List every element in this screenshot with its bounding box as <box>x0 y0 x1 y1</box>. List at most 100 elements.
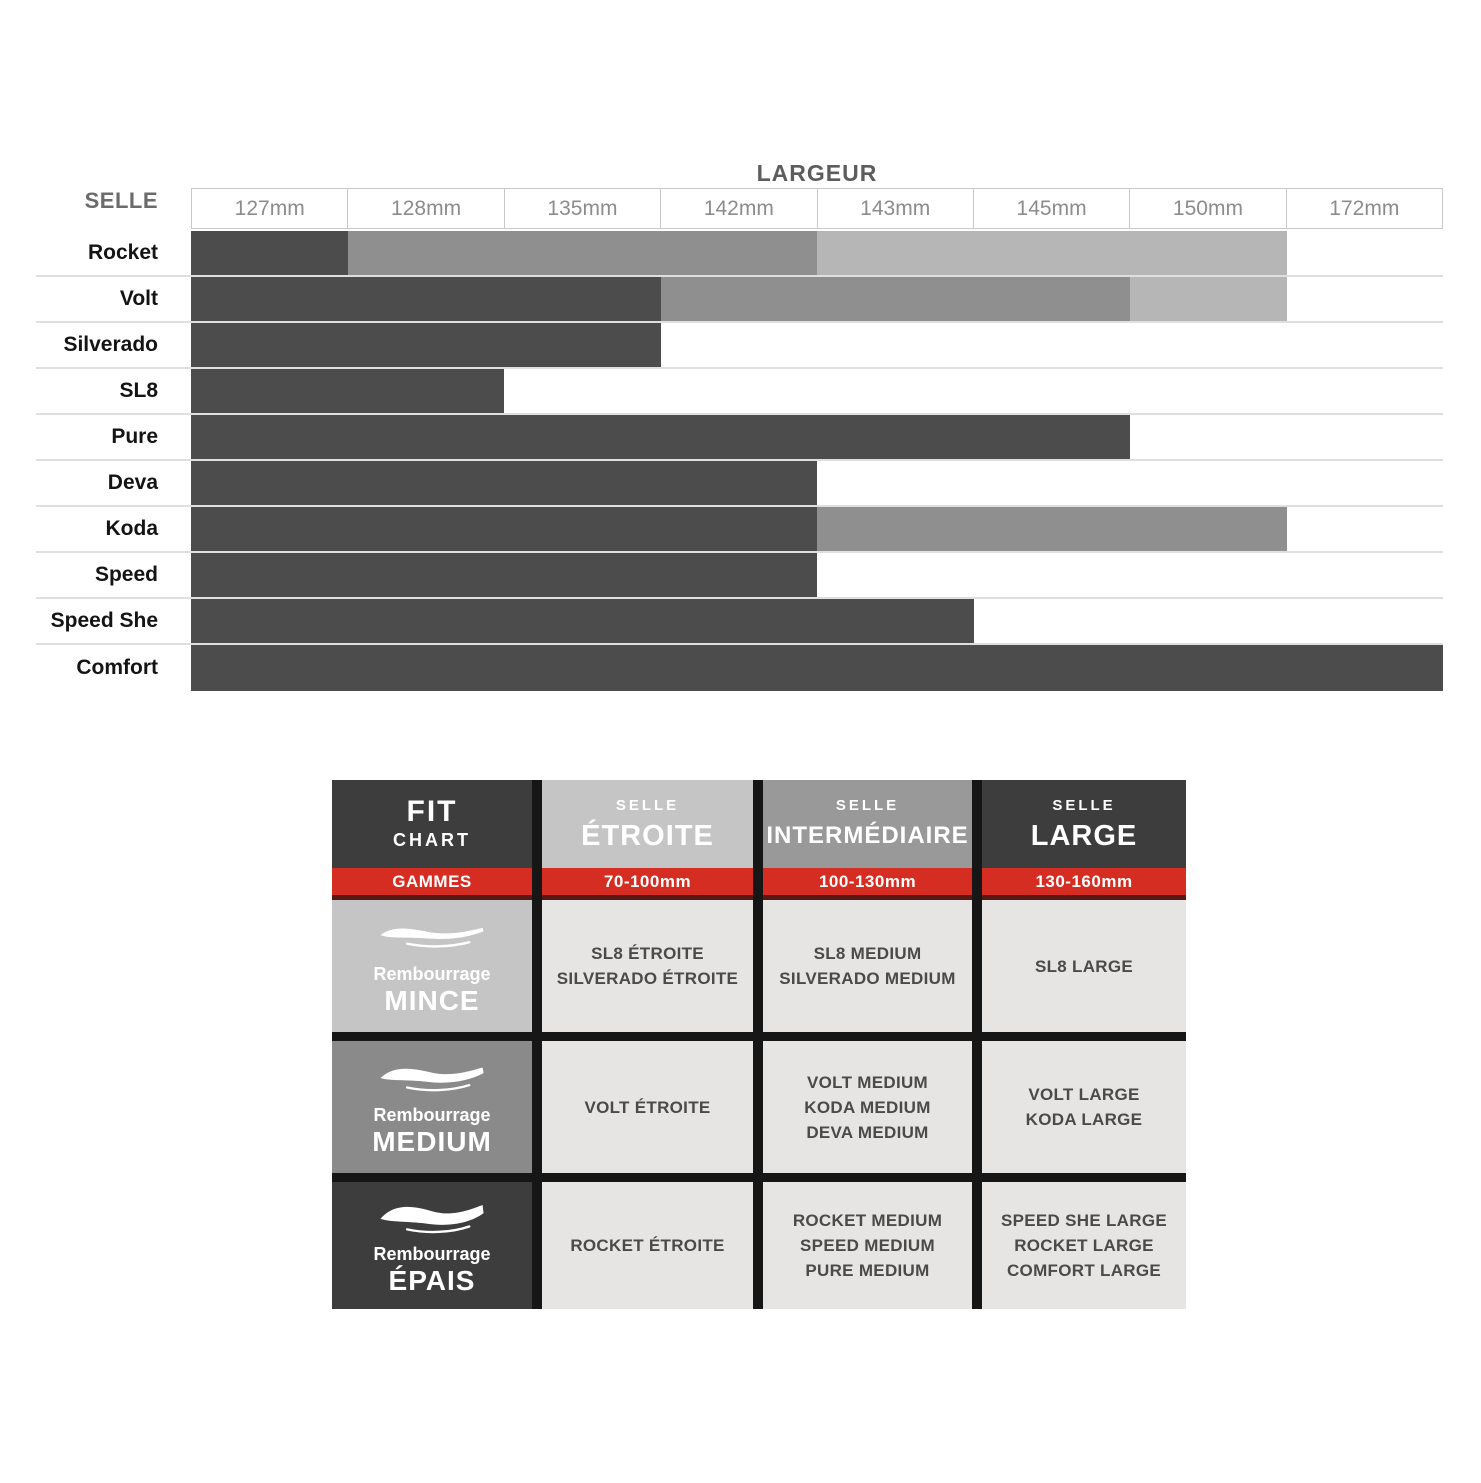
range-large: 130-160mm <box>982 868 1186 900</box>
col-kicker: SELLE <box>615 797 680 814</box>
chart-row: Pure <box>36 415 1443 461</box>
cell-line: KODA LARGE <box>1025 1110 1143 1129</box>
row-axis-header: SELLE <box>84 188 158 213</box>
row-label: Speed <box>94 563 158 586</box>
fit-title-cell: FIT CHART <box>332 780 532 868</box>
row-label: Comfort <box>76 656 158 679</box>
fit-row-medium: Rembourrage MEDIUM VOLT ÉTROITE VOLT MED… <box>332 1041 1186 1173</box>
row-label: Pure <box>111 425 158 448</box>
row-kicker: Rembourrage <box>373 1243 491 1264</box>
cell-mince-etroite: SL8 ÉTROITE SILVERADO ÉTROITE <box>542 900 753 1032</box>
cell-line: VOLT LARGE <box>1028 1085 1140 1104</box>
bar-segment <box>191 507 817 551</box>
column-header: 143mm <box>816 188 974 229</box>
row-label: Silverado <box>63 333 158 356</box>
col-kicker: SELLE <box>1052 797 1116 814</box>
row-label: Volt <box>119 287 158 310</box>
range-etroite: 70-100mm <box>542 868 753 900</box>
bar-segment <box>660 277 1130 321</box>
bar-segment <box>191 461 817 505</box>
row-name: ÉPAIS <box>388 1264 476 1296</box>
row-name: MEDIUM <box>372 1126 492 1157</box>
fit-title-line2: CHART <box>393 830 471 850</box>
chart-row: Rocket <box>36 231 1443 277</box>
row-header-epais: Rembourrage ÉPAIS <box>332 1182 532 1309</box>
cell-line: ROCKET MEDIUM <box>792 1211 943 1230</box>
chart-row: Volt <box>36 277 1443 323</box>
cell-epais-etroite: ROCKET ÉTROITE <box>542 1182 753 1309</box>
col-name: LARGE <box>1030 820 1138 852</box>
bar-segment <box>191 553 817 597</box>
col-header-etroite: SELLE ÉTROITE <box>542 780 753 868</box>
column-headers: 127mm 128mm 135mm 142mm 143mm 145mm 150mm 172mm <box>191 188 1443 229</box>
bar-segment <box>191 599 974 643</box>
row-header-mince: Rembourrage MINCE <box>332 900 532 1032</box>
chart-row: Silverado <box>36 323 1443 369</box>
column-header: 128mm <box>347 188 505 229</box>
bar-segment <box>191 277 661 321</box>
bar-segment <box>191 323 661 367</box>
row-label: Speed She <box>50 609 158 632</box>
col-kicker: SELLE <box>835 797 900 814</box>
cell-line: SILVERADO MEDIUM <box>779 969 956 988</box>
column-header: 127mm <box>191 188 349 229</box>
fit-chart-table: FIT CHART SELLE ÉTROITE SELLE INTERMÉDIA… <box>332 780 1186 1309</box>
cell-medium-intermediaire: VOLT MEDIUM KODA MEDIUM DEVA MEDIUM <box>763 1041 972 1173</box>
row-bars <box>191 507 1443 551</box>
cell-line: VOLT ÉTROITE <box>584 1097 711 1117</box>
row-bars <box>191 277 1443 321</box>
row-bars <box>191 415 1443 459</box>
fit-row-mince: Rembourrage MINCE SL8 ÉTROITE SILVERADO É… <box>332 900 1186 1032</box>
chart-body: Rocket Volt Silverado SL8 Pure Deva Koda… <box>36 231 1443 691</box>
bar-segment <box>817 231 1287 275</box>
cell-line: DEVA MEDIUM <box>806 1122 929 1142</box>
cell-line: ROCKET ÉTROITE <box>570 1236 725 1255</box>
row-label: Koda <box>105 517 159 540</box>
cell-mince-intermediaire: SL8 MEDIUM SILVERADO MEDIUM <box>763 900 972 1032</box>
chart-row: Deva <box>36 461 1443 507</box>
row-bars <box>191 599 1443 643</box>
saddle-thick-icon <box>380 1204 484 1233</box>
row-label: Rocket <box>87 241 158 264</box>
row-name: MINCE <box>384 985 480 1016</box>
row-kicker: Rembourrage <box>373 1105 491 1125</box>
row-bars <box>191 323 1443 367</box>
cell-mince-large: SL8 LARGE <box>982 900 1186 1032</box>
bar-segment <box>1130 277 1287 321</box>
cell-line: SILVERADO ÉTROITE <box>556 969 739 988</box>
cell-epais-intermediaire: ROCKET MEDIUM SPEED MEDIUM PURE MEDIUM <box>763 1182 972 1309</box>
chart-row: Koda <box>36 507 1443 553</box>
row-bars <box>191 231 1443 275</box>
range-intermediaire: 100-130mm <box>763 868 972 900</box>
bar-segment <box>191 415 1130 459</box>
cell-line: PURE MEDIUM <box>805 1261 930 1280</box>
saddle-medium-icon <box>380 1067 484 1092</box>
bar-segment <box>817 507 1287 551</box>
chart-title-row: LARGEUR <box>36 160 1443 188</box>
cell-line: COMFORT LARGE <box>1006 1261 1162 1280</box>
col-name: INTERMÉDIAIRE <box>766 822 969 849</box>
col-header-intermediaire: SELLE INTERMÉDIAIRE <box>763 780 972 868</box>
col-header-large: SELLE LARGE <box>982 780 1186 868</box>
row-label: SL8 <box>119 379 158 402</box>
cell-line: SPEED SHE LARGE <box>1000 1211 1168 1230</box>
cell-line: ROCKET LARGE <box>1014 1236 1154 1255</box>
chart-row: Speed She <box>36 599 1443 645</box>
row-bars <box>191 461 1443 505</box>
bar-segment <box>347 231 817 275</box>
bar-segment <box>191 645 1443 691</box>
fit-row-epais: Rembourrage ÉPAIS ROCKET ÉTROITE ROCKET … <box>332 1182 1186 1309</box>
chart-row: Speed <box>36 553 1443 599</box>
fit-header-row: FIT CHART SELLE ÉTROITE SELLE INTERMÉDIA… <box>332 780 1186 868</box>
fit-title-line1: FIT <box>406 795 458 828</box>
cell-line: VOLT MEDIUM <box>806 1072 929 1092</box>
gammes-label: GAMMES <box>332 868 532 900</box>
chart-title: LARGEUR <box>756 160 878 186</box>
row-bars <box>191 645 1443 691</box>
chart-row: Comfort <box>36 645 1443 691</box>
row-label: Deva <box>107 471 158 494</box>
column-header: 142mm <box>660 188 818 229</box>
cell-line: SL8 LARGE <box>1034 956 1134 976</box>
row-bars <box>191 553 1443 597</box>
